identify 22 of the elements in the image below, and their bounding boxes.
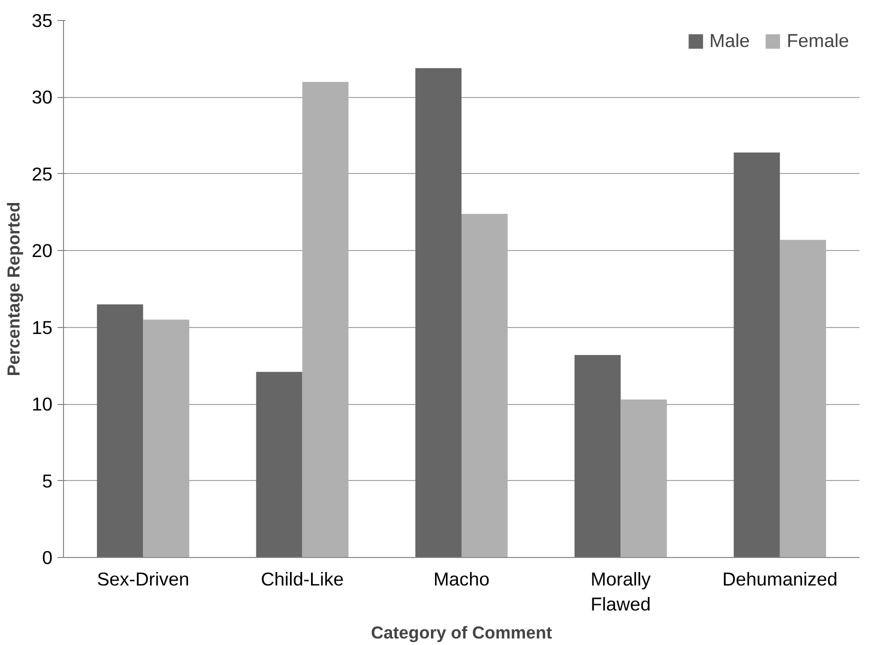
bar bbox=[415, 68, 462, 558]
bar bbox=[734, 152, 780, 558]
legend-label: Male bbox=[709, 30, 750, 52]
y-tick-label: 20 bbox=[32, 240, 53, 262]
x-tick-label: Sex-Driven bbox=[96, 568, 190, 590]
x-axis-title: Category of Comment bbox=[371, 622, 552, 643]
y-tick-label: 30 bbox=[32, 86, 53, 108]
y-tick-label: 15 bbox=[32, 316, 53, 338]
bar bbox=[96, 304, 144, 558]
y-tick-label: 5 bbox=[42, 470, 53, 492]
x-tick-label: Macho bbox=[434, 568, 490, 590]
y-tick-label: 10 bbox=[32, 394, 53, 415]
legend-label: Female bbox=[786, 30, 849, 52]
x-tick-label: Child-Like bbox=[260, 568, 344, 590]
y-tick-label: 0 bbox=[42, 547, 53, 568]
x-tick-label: Morally Flawed bbox=[590, 568, 652, 615]
bar bbox=[574, 354, 621, 558]
y-tick-label: 25 bbox=[32, 163, 53, 184]
y-tick-label: 35 bbox=[32, 10, 53, 31]
x-tick-label: Dehumanized bbox=[722, 568, 838, 590]
y-axis-title: Percentage Reported bbox=[4, 202, 24, 376]
bar bbox=[256, 372, 302, 558]
